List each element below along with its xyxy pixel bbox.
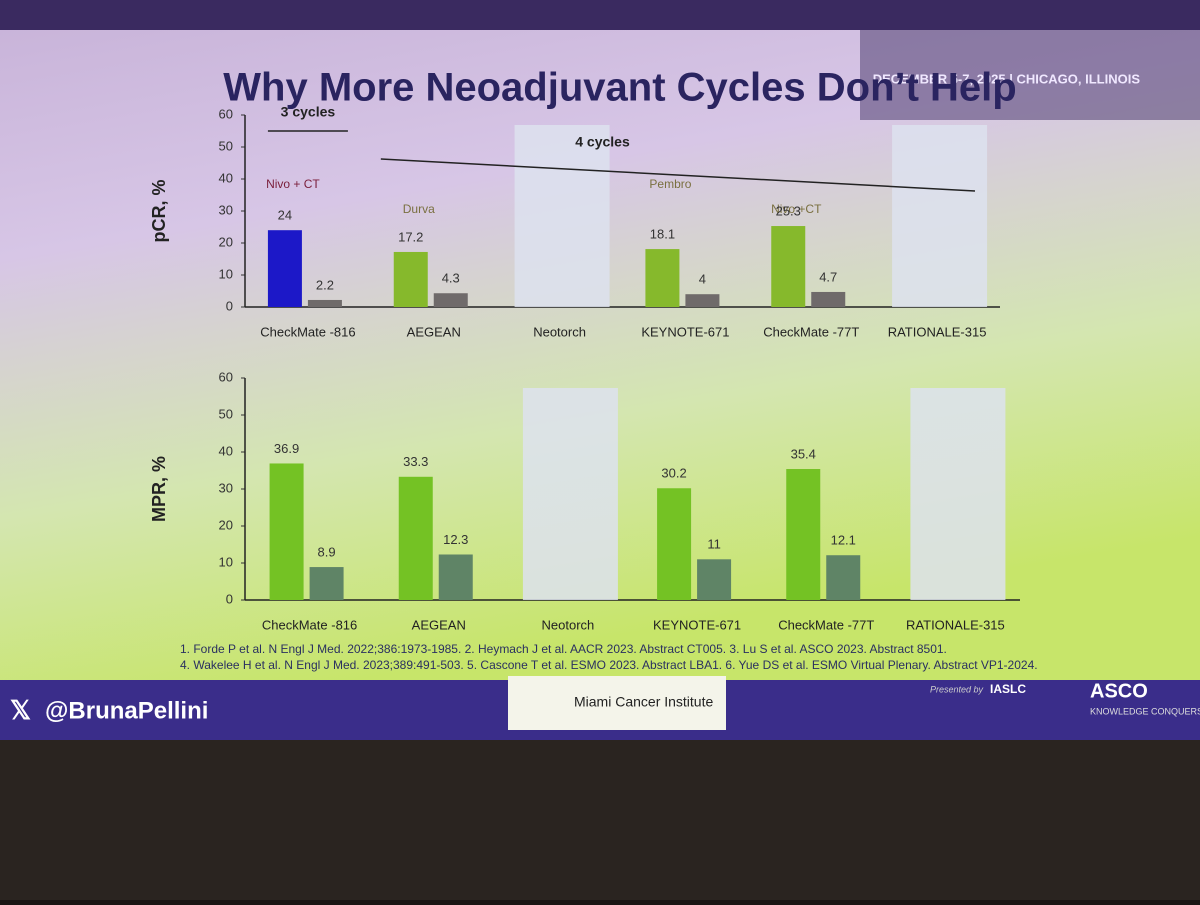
social-handle: @BrunaPellini (45, 697, 208, 724)
x-tick-label: CheckMate -77T (778, 617, 874, 632)
y-tick-label: 20 (219, 234, 233, 249)
bar (393, 251, 428, 307)
value-label: 4.7 (819, 269, 837, 284)
cycle-annotation: 3 cycles (281, 104, 336, 120)
group-label: Pembro (649, 177, 691, 191)
bar (811, 291, 846, 307)
redaction-box (514, 125, 610, 307)
y-tick-label: 40 (219, 170, 233, 185)
x-tick-label: RATIONALE-315 (888, 324, 987, 339)
y-axis-title: MPR, % (149, 456, 169, 522)
x-logo: 𝕏 (10, 695, 31, 725)
value-label: 8.9 (318, 545, 336, 560)
value-label: 4.3 (442, 271, 460, 286)
asco-logo: ASCO (1090, 680, 1148, 702)
bar (697, 559, 732, 600)
x-tick-label: Neotorch (542, 617, 595, 632)
iaslc-logo: IASLC (990, 682, 1026, 696)
x-tick-label: RATIONALE-315 (906, 617, 1005, 632)
asco-tagline: KNOWLEDGE CONQUERS CANCER (1090, 706, 1200, 716)
value-label: 2.2 (316, 277, 334, 292)
y-tick-label: 0 (226, 591, 233, 606)
x-tick-label: KEYNOTE-671 (653, 617, 741, 632)
value-label: 11 (707, 537, 721, 552)
group-label: Nivo + CT (266, 177, 320, 191)
cycle-annotation: 4 cycles (575, 134, 630, 150)
header-date: DECEMBER 5-7, 2025 | CHICAGO, ILLINOIS (873, 71, 1141, 86)
bar (685, 294, 720, 307)
value-label: 24 (278, 208, 292, 223)
y-tick-label: 0 (226, 298, 233, 313)
x-tick-label: KEYNOTE-671 (641, 324, 729, 339)
value-label: 4 (699, 272, 706, 287)
y-tick-label: 60 (219, 106, 233, 121)
y-tick-label: 10 (219, 266, 233, 281)
group-label: Nivo +CT (771, 202, 822, 216)
bar (771, 226, 806, 307)
bar (398, 476, 433, 600)
presented-by: Presented by (930, 684, 984, 694)
footnote: 1. Forde P et al. N Engl J Med. 2022;386… (180, 642, 947, 656)
value-label: 12.1 (831, 533, 856, 548)
x-tick-label: CheckMate -77T (763, 324, 859, 339)
value-label: 17.2 (398, 229, 423, 244)
redaction-box (522, 388, 618, 600)
footnote: 4. Wakelee H et al. N Engl J Med. 2023;3… (180, 658, 1038, 672)
group-label: Durva (403, 202, 435, 216)
bar (269, 463, 304, 600)
bar (267, 230, 302, 307)
x-tick-label: CheckMate -816 (260, 324, 355, 339)
bar (657, 488, 692, 600)
value-label: 36.9 (274, 441, 299, 456)
slide-title: Why More Neoadjuvant Cycles Don’t Help (223, 66, 1016, 110)
institute-name: Miami Cancer Institute (574, 694, 713, 710)
value-label: 30.2 (661, 466, 686, 481)
bar (307, 299, 342, 307)
y-axis-title: pCR, % (149, 180, 169, 243)
bar (786, 469, 821, 600)
redaction-box (910, 388, 1006, 600)
redaction-box (892, 125, 988, 307)
value-label: 33.3 (403, 454, 428, 469)
cycle-bracket (380, 158, 976, 192)
x-tick-label: AEGEAN (412, 617, 466, 632)
y-tick-label: 50 (219, 138, 233, 153)
y-tick-label: 30 (219, 480, 233, 495)
value-label: 12.3 (443, 532, 468, 547)
bar (433, 293, 468, 307)
value-label: 25.3 (776, 203, 801, 218)
x-tick-label: AEGEAN (407, 324, 461, 339)
y-tick-label: 20 (219, 517, 233, 532)
value-label: 18.1 (650, 227, 675, 242)
y-tick-label: 10 (219, 554, 233, 569)
bar (309, 567, 344, 600)
y-tick-label: 40 (219, 443, 233, 458)
slide-top-band (0, 0, 1200, 30)
y-tick-label: 50 (219, 406, 233, 421)
x-tick-label: Neotorch (533, 324, 586, 339)
stage-curtain (0, 740, 1200, 900)
bar (645, 249, 680, 307)
header-banner (860, 30, 1200, 120)
institute-logo-box (508, 676, 726, 730)
bar (826, 555, 861, 600)
y-tick-label: 30 (219, 202, 233, 217)
y-tick-label: 60 (219, 369, 233, 384)
bar (438, 554, 473, 600)
x-tick-label: CheckMate -816 (262, 617, 357, 632)
value-label: 35.4 (791, 446, 816, 461)
